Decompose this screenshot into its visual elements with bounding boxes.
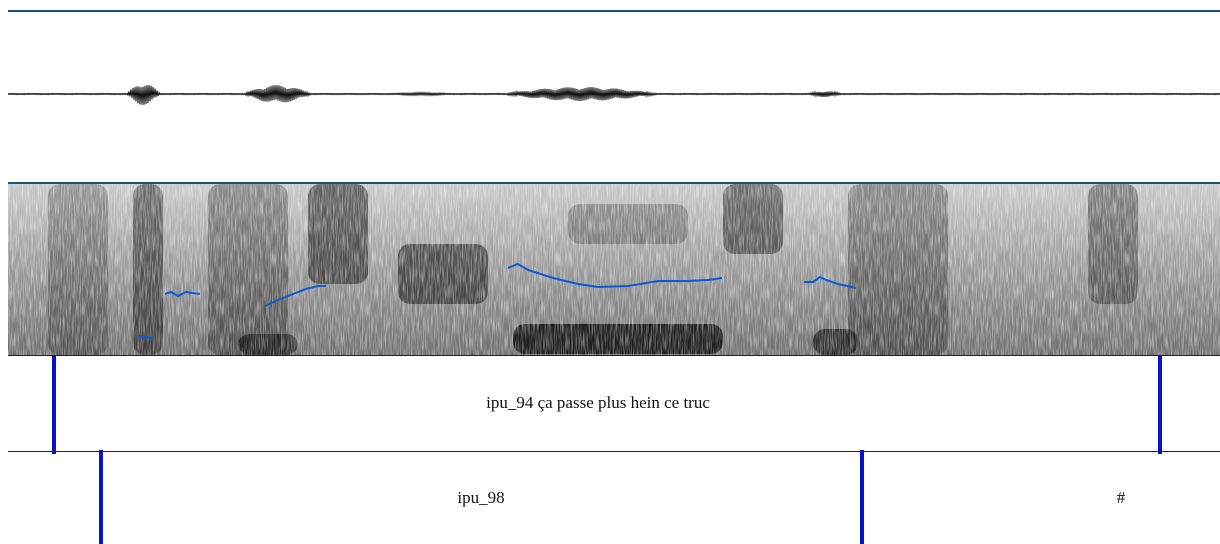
tier2-boundary-mid[interactable] — [860, 450, 864, 544]
tier-separator — [8, 451, 1220, 452]
spectrogram-panel[interactable] — [8, 184, 1220, 355]
pitch-segment — [137, 335, 154, 339]
pitch-segment — [804, 275, 857, 289]
waveform-panel[interactable] — [8, 30, 1220, 160]
pitch-segment — [264, 285, 326, 307]
spectrogram-tier-separator — [8, 355, 1220, 356]
tier1-boundary-start[interactable] — [52, 356, 56, 454]
pitch-segment — [164, 290, 201, 298]
interval-label[interactable]: # — [1116, 488, 1126, 507]
pitch-contour — [137, 262, 857, 339]
interval-label[interactable]: ipu_98 — [457, 488, 505, 507]
top-border-line — [8, 10, 1220, 12]
tier2-boundary-start[interactable] — [99, 450, 103, 544]
pitch-segment — [507, 262, 723, 289]
tier1-boundary-end[interactable] — [1158, 356, 1162, 454]
waveform-signal — [8, 85, 1220, 105]
tier-ipu-98[interactable]: ipu_98 # — [8, 450, 1220, 544]
tier-ipu-94[interactable]: ipu_94 ça passe plus hein ce truc — [8, 356, 1220, 454]
interval-label[interactable]: ipu_94 ça passe plus hein ce truc — [486, 393, 710, 412]
waveform-spectrogram-separator — [8, 182, 1220, 184]
